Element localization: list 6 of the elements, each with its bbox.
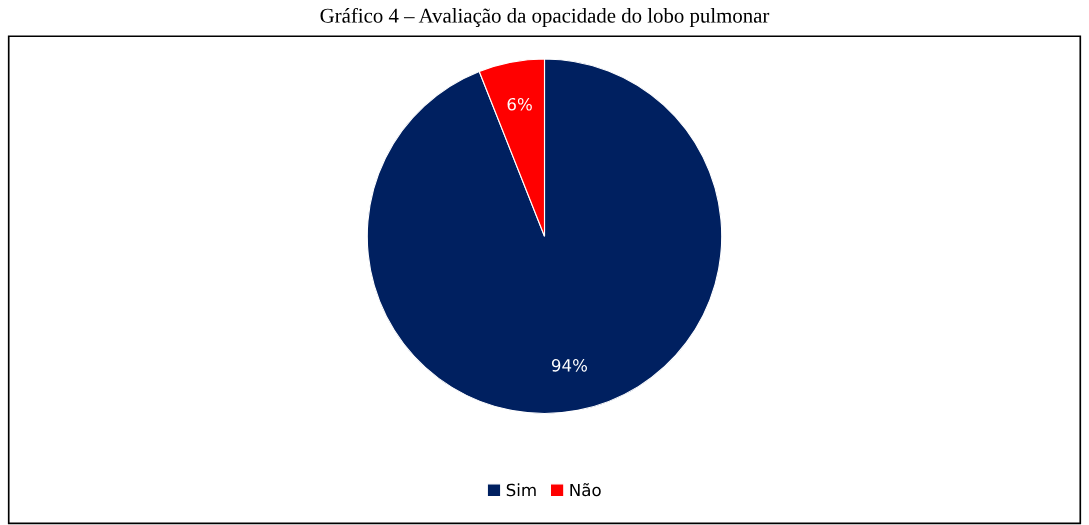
- pie-slice: [366, 58, 723, 415]
- data-label: 94%: [551, 359, 588, 372]
- chart-title: Gráfico 4 – Avaliação da opacidade do lobo pulmonar: [320, 7, 770, 27]
- legend-label: Não: [570, 483, 601, 497]
- legend-label: Sim: [506, 483, 536, 497]
- data-label: 6%: [507, 97, 532, 111]
